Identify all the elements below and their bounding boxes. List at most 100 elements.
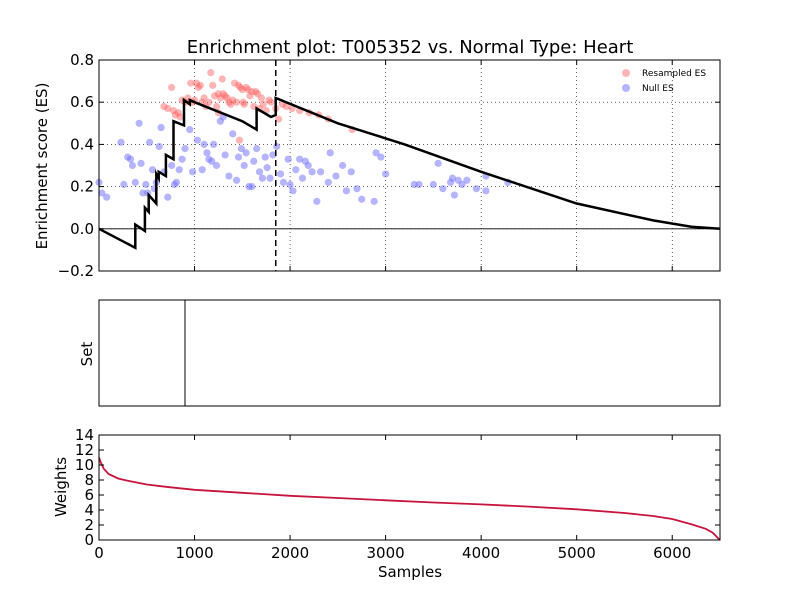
- null-es-point: [240, 161, 248, 170]
- weights-x-ticks: 0 1000 2000 3000 4000 5000 6000: [94, 435, 691, 562]
- null-es-point: [263, 164, 271, 172]
- y-tick-label: 0: [84, 531, 94, 549]
- null-es-point: [203, 149, 211, 157]
- resampled-es-point: [227, 100, 235, 108]
- legend-resampled-label: Resampled ES: [642, 69, 706, 79]
- enrichment-panel: −0.2 0.0 0.2 0.4 0.6 0.8 Enrichment plot: T00…: [33, 37, 721, 280]
- resampled-es-point: [216, 94, 224, 102]
- resampled-es-point: [242, 83, 250, 92]
- null-es-point: [242, 149, 250, 157]
- null-es-point: [137, 159, 145, 167]
- null-es-point: [292, 166, 300, 174]
- null-es-point: [258, 174, 266, 182]
- null-es-point: [193, 136, 202, 144]
- legend: Resampled ES Null ES: [622, 69, 706, 94]
- y-tick-label: 2: [84, 516, 94, 534]
- resampled-es-point: [234, 81, 243, 89]
- enrichment-y-ticks: −0.2 0.0 0.2 0.4 0.6 0.8: [58, 51, 720, 280]
- null-es-point: [276, 170, 285, 178]
- resampled-es-point: [174, 109, 182, 117]
- null-es-point: [126, 155, 135, 163]
- resampled-es-point: [239, 98, 247, 106]
- null-es-point: [347, 168, 355, 176]
- null-es-point: [273, 142, 281, 151]
- weights-y-label: Weights: [52, 457, 70, 517]
- y-tick-label: 6: [84, 486, 94, 504]
- null-es-point: [131, 178, 139, 186]
- null-es-point: [142, 180, 150, 189]
- resampled-es-point: [240, 100, 248, 108]
- null-es-point: [175, 166, 183, 174]
- null-es-point: [439, 185, 447, 193]
- y-tick-label: 8: [84, 471, 94, 489]
- null-es-point: [286, 180, 294, 189]
- resampled-es-point: [232, 98, 241, 106]
- null-es-point: [429, 180, 437, 189]
- null-es-point: [269, 151, 277, 159]
- null-es-point: [229, 130, 237, 138]
- null-es-point: [255, 168, 264, 176]
- null-es-point: [458, 180, 466, 189]
- null-es-point: [289, 187, 297, 195]
- x-tick-label: 5000: [558, 544, 596, 562]
- resampled-es-point: [169, 107, 178, 115]
- y-tick-label: 10: [75, 456, 94, 474]
- x-tick-label: 4000: [462, 544, 500, 562]
- resampled-es-point: [164, 104, 172, 113]
- null-es-point: [482, 187, 490, 195]
- null-es-point: [324, 178, 332, 186]
- null-es-point: [178, 155, 186, 163]
- null-es-point: [98, 189, 106, 197]
- null-es-point: [370, 197, 378, 205]
- null-es-point: [117, 138, 125, 146]
- resampled-es-point: [171, 111, 180, 119]
- x-tick-label: 2000: [271, 544, 309, 562]
- resampled-es-point: [244, 85, 252, 94]
- null-es-point: [103, 193, 111, 201]
- resampled-es-point: [229, 96, 237, 104]
- null-es-point: [296, 155, 304, 163]
- resampled-es-point: [252, 88, 260, 96]
- chart-title: Enrichment plot: T005352 vs. Normal Type…: [187, 37, 634, 58]
- resampled-es-point: [214, 90, 223, 98]
- y-tick-label: 0.0: [70, 220, 94, 238]
- null-es-point: [326, 149, 334, 157]
- legend-resampled-marker: [622, 69, 630, 77]
- resampled-es-point: [223, 94, 231, 102]
- enrichment-axes-frame: [98, 59, 721, 272]
- null-es-point: [279, 178, 287, 186]
- null-es-point: [434, 159, 442, 167]
- resampled-es-point: [196, 81, 204, 89]
- null-es-point: [342, 187, 351, 195]
- null-es-point: [221, 151, 229, 159]
- resampled-es-point: [194, 83, 202, 92]
- resampled-es-point: [160, 102, 168, 111]
- null-es-point: [200, 140, 208, 148]
- null-es-point: [198, 166, 206, 174]
- null-es-point: [377, 153, 385, 161]
- null-es-point: [135, 119, 143, 127]
- resampled-es-point: [176, 113, 184, 121]
- null-es-point: [339, 161, 347, 170]
- null-es-point: [146, 138, 154, 146]
- resampled-es-point: [248, 88, 256, 96]
- enrichment-y-label: Enrichment score (ES): [33, 83, 51, 250]
- resampled-es-point: [238, 85, 246, 94]
- y-tick-label: 12: [75, 441, 94, 459]
- null-es-point: [208, 157, 216, 165]
- null-es-point: [463, 176, 471, 184]
- y-tick-label: 14: [75, 426, 94, 444]
- resampled-es-point: [212, 102, 221, 111]
- resampled-es-point: [253, 90, 262, 98]
- null-es-point: [448, 174, 457, 182]
- x-tick-label: 1000: [175, 544, 213, 562]
- y-tick-label: 0.8: [70, 51, 94, 69]
- null-es-point: [128, 161, 137, 170]
- resampled-es-point: [257, 94, 266, 102]
- resampled-es-point: [236, 83, 244, 92]
- null-es-point: [148, 166, 157, 174]
- resampled-es-point: [265, 96, 273, 104]
